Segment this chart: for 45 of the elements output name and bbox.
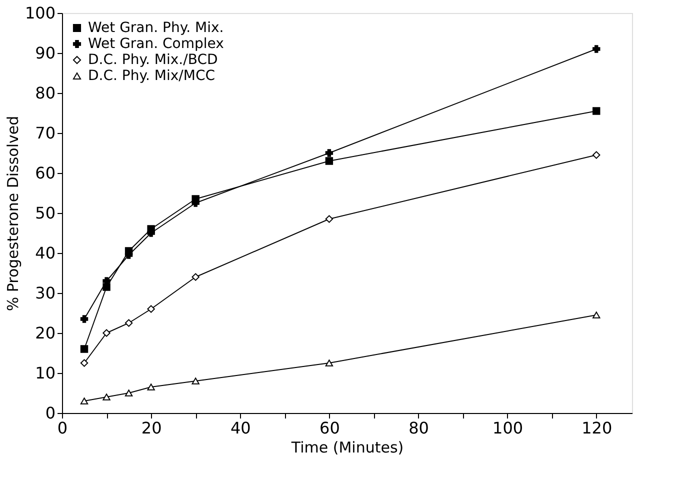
point: [592, 151, 600, 159]
point: [102, 394, 110, 400]
point: [80, 345, 88, 353]
point: [124, 390, 133, 396]
y-tick-label: 80: [35, 84, 56, 102]
x-tick-label: 100: [492, 418, 524, 438]
point: [147, 305, 155, 313]
point: [147, 384, 155, 390]
point: [592, 312, 600, 318]
y-tick-label: 90: [35, 44, 56, 62]
y-tick-label: 60: [35, 164, 56, 182]
point: [325, 215, 334, 223]
y-tick-label: 70: [35, 124, 56, 142]
legend-label: Wet Gran. Complex: [88, 36, 224, 52]
y-tick-label: 40: [35, 244, 56, 262]
y-tick-label: 30: [35, 284, 56, 302]
point: [102, 329, 110, 337]
x-tick-label: 80: [408, 418, 429, 438]
point: [325, 360, 334, 366]
point: [592, 45, 600, 53]
point: [192, 378, 200, 384]
point: [325, 149, 334, 157]
y-tick-label: 50: [35, 204, 56, 222]
y-axis-title: % Progesterone Dissolved: [4, 116, 22, 312]
point: [192, 273, 200, 281]
x-tick-label: 20: [141, 418, 162, 438]
point: [80, 315, 88, 323]
x-tick-label: 0: [57, 418, 68, 438]
point: [325, 157, 334, 165]
x-tick-label: 40: [230, 418, 251, 438]
x-tick-label: 120: [582, 418, 612, 438]
y-tick-label: 10: [35, 364, 56, 382]
x-tick-label: 60: [320, 418, 340, 438]
point: [592, 107, 600, 115]
point: [80, 398, 88, 404]
y-tick-label: 100: [24, 4, 56, 22]
legend-label: D.C. Phy. Mix/MCC: [88, 68, 216, 84]
point: [80, 359, 88, 367]
legend-label: Wet Gran. Phy. Mix.: [88, 20, 224, 36]
point: [102, 283, 110, 291]
point: [124, 319, 133, 327]
x-axis-title: Time (Minutes): [290, 438, 404, 456]
y-tick-label: 20: [35, 324, 56, 342]
y-tick-label: 0: [45, 404, 56, 422]
legend-label: D.C. Phy. Mix./BCD: [88, 52, 218, 68]
